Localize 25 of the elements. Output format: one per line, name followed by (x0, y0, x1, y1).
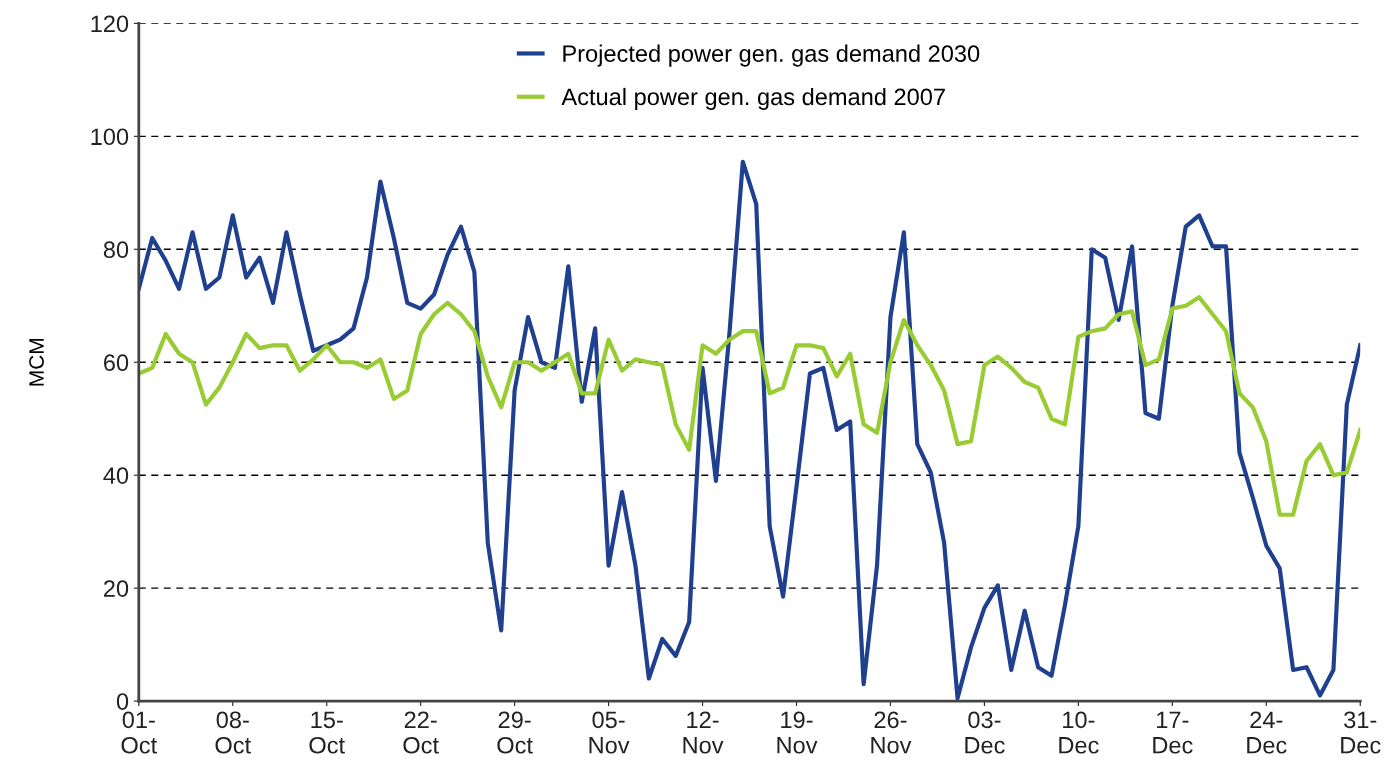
x-tick-label: 12- Nov (683, 711, 724, 754)
x-tick-label: 31- Dec (1341, 711, 1381, 754)
x-tick-label: 19- Nov (777, 711, 818, 754)
x-tick-label: 05- Nov (589, 711, 630, 754)
legend-label: Projected power gen. gas demand 2030 (563, 44, 980, 67)
x-tick-label: 24- Dec (1247, 711, 1287, 754)
y-tick-label: 20 (104, 580, 129, 597)
x-tick-label: 26- Nov (871, 711, 912, 754)
y-tick-label: 60 (104, 354, 129, 372)
legend-label: Actual power gen. gas demand 2007 (561, 87, 945, 110)
x-tick-label: 01- Oct (121, 711, 157, 754)
x-tick-label: 29- Oct (497, 711, 533, 754)
x-tick-label: 10- Dec (1059, 711, 1099, 754)
x-tick-label: 22- Oct (403, 711, 439, 754)
y-axis-title: MCM (29, 339, 44, 386)
y-tick-label: 40 (103, 467, 129, 484)
line-series (138, 295, 1361, 517)
x-tick-label: 15- Oct (309, 711, 345, 754)
x-tick-label: 08- Oct (215, 711, 251, 754)
x-tick-label: 03- Dec (965, 711, 1005, 754)
y-tick-label: 80 (103, 241, 129, 259)
y-tick-label: 0 (116, 693, 129, 710)
y-tick-label: 120 (91, 15, 129, 33)
y-tick-label: 100 (91, 128, 129, 146)
x-tick-label: 17- Dec (1153, 711, 1193, 754)
